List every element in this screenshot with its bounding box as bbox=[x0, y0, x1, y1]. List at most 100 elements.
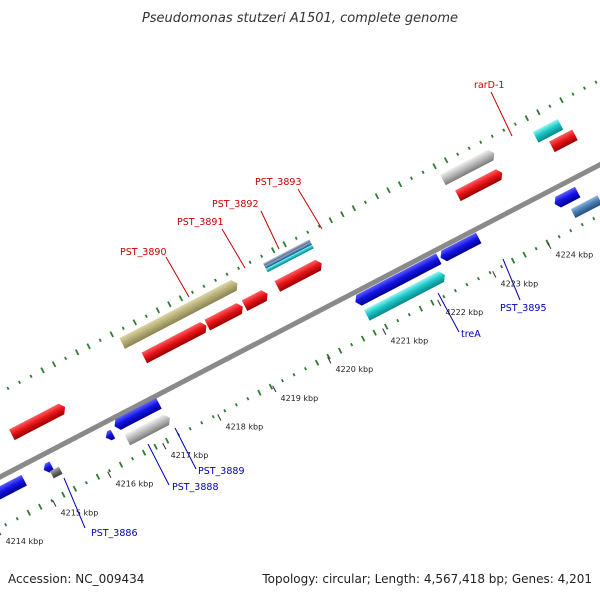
gene-label[interactable]: rarD-1 bbox=[474, 80, 504, 91]
gene-feature[interactable] bbox=[364, 269, 448, 321]
gene-feature[interactable] bbox=[570, 195, 600, 219]
gc-mark bbox=[569, 228, 573, 233]
gc-mark bbox=[51, 361, 57, 368]
gene-feature[interactable] bbox=[141, 320, 210, 364]
gc-mark bbox=[363, 200, 367, 204]
scale-label: 4223 kbp bbox=[501, 279, 539, 288]
scale-label: 4217 kbp bbox=[171, 451, 209, 460]
gc-mark bbox=[432, 163, 437, 170]
leader-line bbox=[165, 256, 190, 298]
gene-feature[interactable] bbox=[455, 167, 505, 202]
gc-mark bbox=[72, 485, 78, 492]
gc-mark bbox=[396, 318, 400, 323]
gene-label[interactable]: PST_3891 bbox=[177, 217, 224, 228]
gene-feature[interactable] bbox=[264, 242, 312, 269]
gene-label[interactable]: PST_3888 bbox=[172, 482, 219, 493]
gc-mark bbox=[360, 335, 366, 342]
gc-mark bbox=[384, 323, 389, 330]
gene-label[interactable]: PST_3889 bbox=[198, 466, 245, 477]
gene-feature[interactable] bbox=[552, 186, 581, 210]
gene-feature[interactable] bbox=[263, 239, 311, 267]
gc-mark bbox=[476, 276, 480, 281]
gc-mark bbox=[410, 176, 414, 180]
leader-line bbox=[260, 210, 280, 250]
gc-mark bbox=[234, 402, 238, 407]
gene-label[interactable]: PST_3892 bbox=[212, 199, 259, 210]
scale-label: 4220 kbp bbox=[336, 365, 374, 374]
gc-mark bbox=[534, 246, 538, 251]
gene-feature[interactable] bbox=[41, 461, 55, 474]
gc-mark bbox=[488, 270, 492, 275]
leader-line bbox=[147, 443, 170, 486]
gc-mark bbox=[386, 187, 391, 194]
gc-mark bbox=[490, 134, 494, 138]
gc-mark bbox=[282, 241, 287, 248]
leader-line bbox=[174, 427, 197, 470]
gene-feature[interactable] bbox=[112, 397, 162, 432]
gc-mark bbox=[583, 86, 586, 90]
gene-feature[interactable] bbox=[438, 232, 482, 263]
gc-mark bbox=[374, 193, 380, 200]
gc-mark bbox=[98, 338, 102, 343]
gc-mark bbox=[421, 170, 425, 174]
gc-mark bbox=[510, 257, 516, 264]
gc-mark bbox=[522, 251, 527, 258]
gene-feature[interactable] bbox=[204, 301, 246, 331]
gene-feature[interactable] bbox=[241, 288, 271, 312]
gc-mark bbox=[314, 359, 320, 366]
gene-feature[interactable] bbox=[274, 258, 325, 292]
features-upper-outer bbox=[119, 119, 564, 349]
gc-mark bbox=[260, 254, 264, 258]
gc-mark bbox=[306, 230, 310, 234]
gc-mark bbox=[292, 372, 296, 377]
gc-mark bbox=[202, 284, 206, 289]
scale-tick bbox=[437, 299, 442, 307]
gc-mark bbox=[557, 234, 561, 239]
gc-mark bbox=[132, 319, 137, 326]
gc-mark bbox=[351, 205, 357, 212]
gc-mark bbox=[29, 374, 33, 379]
gc-mark bbox=[26, 509, 31, 516]
leader-line bbox=[63, 477, 86, 529]
gene-feature[interactable] bbox=[9, 402, 68, 441]
gene-label[interactable]: PST_3893 bbox=[255, 177, 302, 188]
gc-mark bbox=[190, 290, 194, 295]
gene-feature[interactable] bbox=[353, 253, 442, 307]
scale-tick bbox=[217, 414, 222, 421]
gene-feature[interactable] bbox=[119, 278, 240, 349]
scale-labels: 4214 kbp 4215 kbp 4216 kbp 4217 kbp 4218 kbp… bbox=[6, 251, 594, 546]
gc-mark bbox=[580, 222, 584, 227]
gc-mark bbox=[442, 294, 446, 299]
gene-feature[interactable] bbox=[549, 129, 578, 153]
gene-feature[interactable] bbox=[532, 119, 564, 143]
gene-label[interactable]: PST_3890 bbox=[120, 247, 167, 258]
gene-feature[interactable] bbox=[50, 466, 63, 479]
genome-track bbox=[0, 80, 600, 536]
gc-mark bbox=[61, 491, 66, 498]
gene-feature[interactable] bbox=[0, 474, 27, 513]
gc-mark bbox=[131, 456, 135, 461]
gc-mark bbox=[153, 443, 158, 450]
gene-feature[interactable] bbox=[104, 429, 116, 443]
gc-mark bbox=[155, 307, 161, 314]
gc-mark bbox=[328, 217, 334, 224]
gc-mark bbox=[280, 378, 284, 383]
gene-label[interactable]: PST_3886 bbox=[91, 528, 138, 539]
gc-mark bbox=[467, 146, 471, 150]
gene-feature[interactable] bbox=[440, 148, 497, 186]
scale-tick bbox=[382, 328, 387, 335]
gc-mark bbox=[513, 122, 517, 126]
gene-feature[interactable] bbox=[124, 413, 173, 446]
gc-mark bbox=[144, 314, 148, 319]
gene-label[interactable]: PST_3895 bbox=[500, 303, 547, 314]
gene-feature[interactable] bbox=[265, 244, 314, 273]
gc-mark bbox=[167, 301, 172, 308]
gc-mark bbox=[118, 461, 124, 468]
gc-mark bbox=[270, 247, 276, 254]
gc-skew-track-lower bbox=[4, 216, 596, 527]
scale-tick bbox=[492, 271, 497, 278]
leader-line bbox=[437, 292, 460, 333]
gc-mark bbox=[109, 331, 114, 338]
gene-label[interactable]: treA bbox=[461, 329, 481, 340]
